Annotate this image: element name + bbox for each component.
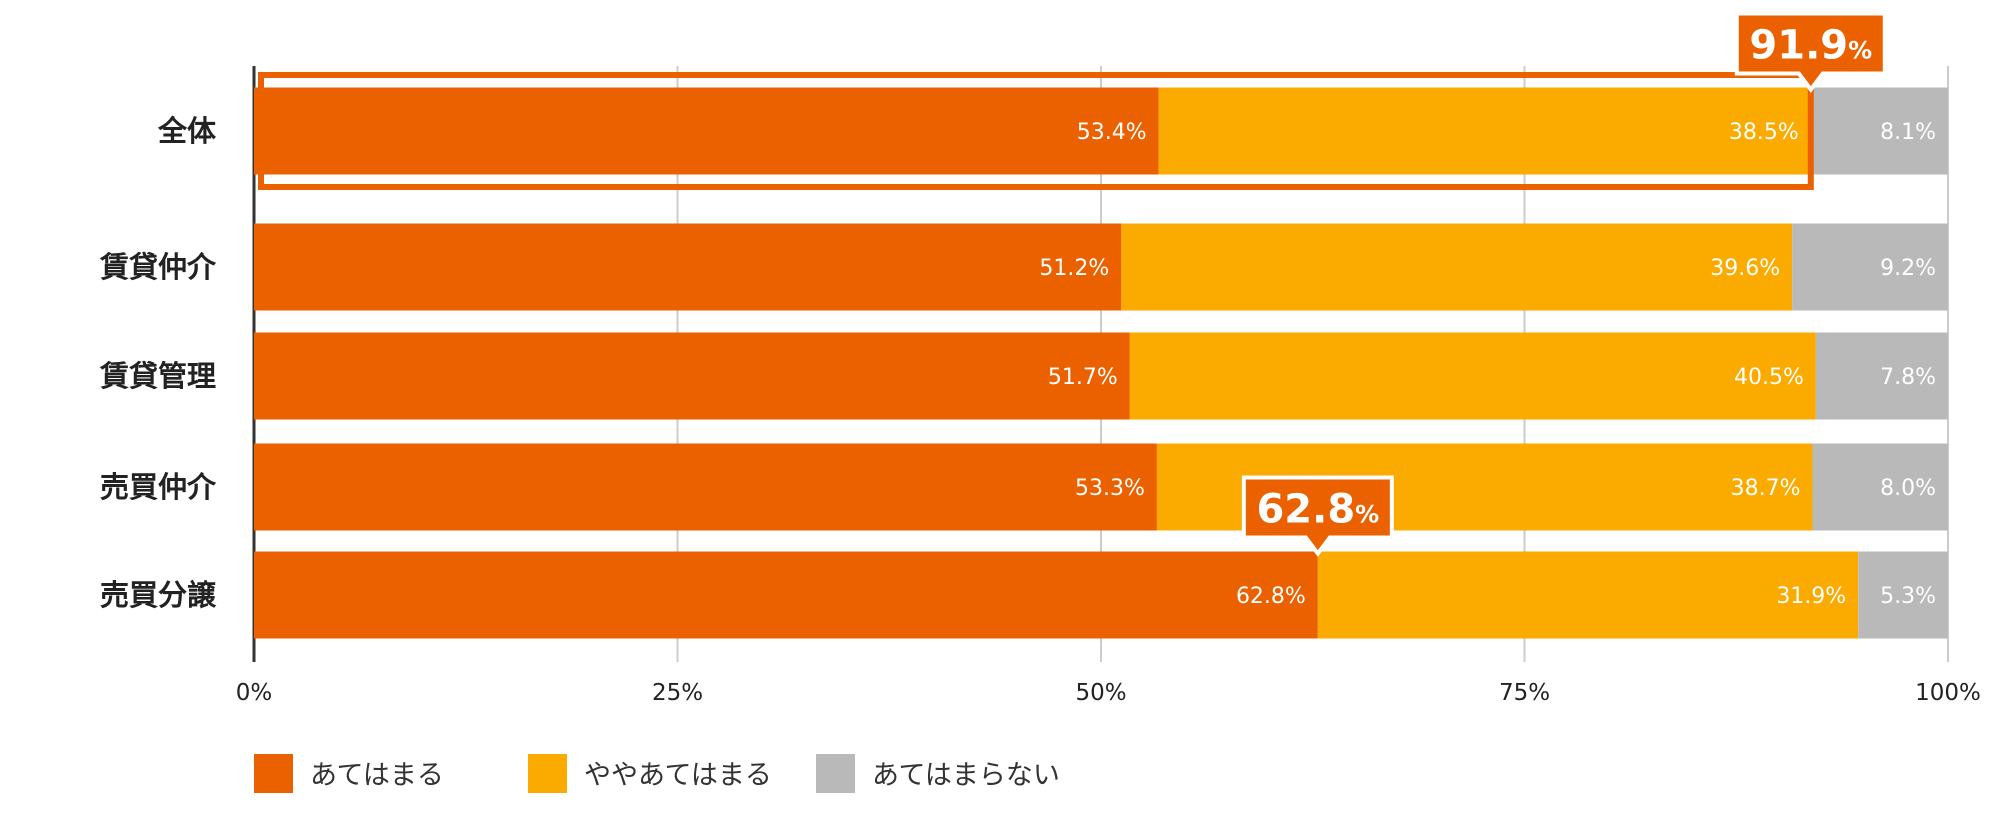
bar-segment — [1810, 87, 1948, 175]
bar-segment — [1129, 332, 1816, 420]
data-label: 31.9% — [1776, 584, 1846, 609]
bar-segment — [1858, 551, 1948, 639]
callout-number: 62.8 — [1256, 487, 1355, 533]
data-label: 38.7% — [1731, 476, 1801, 501]
bar-segment — [1815, 332, 1948, 420]
callout-unit: % — [1848, 37, 1872, 65]
bar-segment — [254, 332, 1130, 420]
data-label: 53.3% — [1075, 476, 1145, 501]
data-label: 40.5% — [1734, 365, 1804, 390]
category-label: 売買仲介 — [100, 470, 217, 504]
category-label: 賃貸仲介 — [99, 250, 217, 284]
legend-label: あてはまらない — [872, 760, 1060, 791]
data-label: 9.2% — [1880, 256, 1936, 281]
category-label: 売買分譲 — [100, 578, 217, 612]
x-tick-label: 75% — [1499, 680, 1550, 706]
callout-box — [1241, 475, 1394, 557]
legend: あてはまる ややあてはまる あてはまらない — [254, 754, 1060, 793]
legend-swatch — [816, 754, 855, 793]
bar-segment — [254, 223, 1122, 311]
bar-segment — [254, 551, 1318, 639]
data-label: 38.5% — [1729, 120, 1799, 145]
bar-segment — [1158, 87, 1811, 175]
data-label: 8.1% — [1880, 120, 1936, 145]
bar-segment — [1121, 223, 1793, 311]
x-tick-label: 0% — [236, 680, 273, 706]
data-label: 39.6% — [1710, 256, 1780, 281]
data-label: 53.4% — [1077, 120, 1147, 145]
x-tick-label: 50% — [1075, 680, 1126, 706]
bar-segment — [1792, 223, 1948, 311]
bar-stacks — [254, 87, 1948, 639]
bar-segment — [1812, 443, 1948, 531]
data-label: 51.7% — [1048, 365, 1118, 390]
bar-segment — [254, 87, 1159, 175]
x-tick-label: 25% — [652, 680, 703, 706]
callouts: 91.9%62.8% — [258, 11, 1887, 557]
legend-swatch — [528, 754, 567, 793]
legend-label: ややあてはまる — [584, 760, 772, 791]
data-label: 51.2% — [1039, 256, 1109, 281]
highlight-frame — [258, 72, 1814, 190]
legend-swatch — [254, 754, 293, 793]
data-label: 5.3% — [1880, 584, 1936, 609]
data-label: 8.0% — [1880, 476, 1936, 501]
data-label: 62.8% — [1236, 584, 1306, 609]
category-label: 全体 — [157, 114, 217, 148]
bar-segment — [254, 443, 1157, 531]
data-label: 7.8% — [1880, 365, 1936, 390]
callout-box — [1734, 11, 1887, 93]
callout-number: 91.9 — [1749, 23, 1848, 69]
callout-value: 62.8% — [1256, 487, 1379, 533]
x-axis-ticks: 0% 25% 50% 75% 100% — [236, 680, 1981, 706]
callout-unit: % — [1355, 501, 1379, 529]
legend-label: あてはまる — [310, 760, 444, 791]
category-label: 賃貸管理 — [99, 359, 216, 393]
bar-segment — [1317, 551, 1859, 639]
x-tick-label: 100% — [1915, 680, 1981, 706]
callout-value: 91.9% — [1749, 23, 1872, 69]
value-labels: 53.4% 38.5% 8.1% 51.2% 39.6% 9.2% 51.7% 40.5% 7.… — [1039, 120, 1936, 609]
